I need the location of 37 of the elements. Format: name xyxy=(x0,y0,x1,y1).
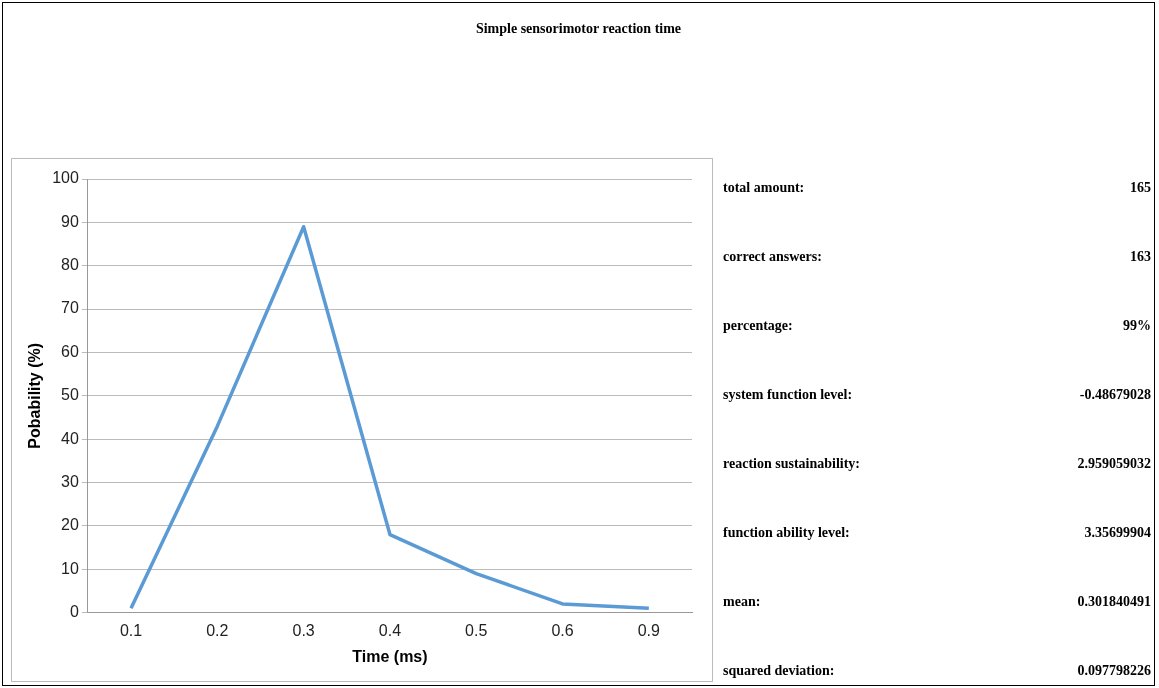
y-tick-label: 0 xyxy=(69,603,79,621)
text: 0.301840491 xyxy=(1077,593,1151,611)
y-axis-title: Pobability (%) xyxy=(26,342,44,449)
text: 0.097798226 xyxy=(1077,662,1151,680)
y-tick-label: 100 xyxy=(52,169,79,187)
text: 163 xyxy=(1130,248,1151,266)
y-tick-label: 90 xyxy=(61,212,79,230)
chart-title: Simple sensorimotor reaction time xyxy=(474,21,683,37)
x-tick-label: 0.3 xyxy=(292,621,315,639)
text: percentage: xyxy=(723,317,793,335)
y-tick-label: 80 xyxy=(61,256,79,274)
x-tick-label: 0.9 xyxy=(637,621,661,639)
x-tick-label: 0.6 xyxy=(551,621,574,639)
text: total amount: xyxy=(723,179,805,197)
y-tick-label: 70 xyxy=(61,299,79,317)
text: 165 xyxy=(1130,179,1151,197)
y-tick-label: 60 xyxy=(61,342,79,360)
x-tick-label: 0.2 xyxy=(206,621,229,639)
x-tick-label: 0.5 xyxy=(465,621,488,639)
y-tick-label: 40 xyxy=(61,429,79,447)
text: system function level: xyxy=(723,386,853,404)
text: correct answers: xyxy=(723,248,822,266)
text: 2.959059032 xyxy=(1077,455,1151,473)
y-tick-label: 10 xyxy=(61,559,79,577)
y-tick-label: 50 xyxy=(61,386,79,404)
text: 99% xyxy=(1123,317,1151,335)
text: reaction sustainability: xyxy=(723,455,861,473)
text: -0.48679028 xyxy=(1079,386,1151,404)
text: function ability level: xyxy=(723,524,850,542)
text: squared deviation: xyxy=(723,662,835,680)
y-tick-label: 20 xyxy=(61,516,79,534)
x-tick-label: 0.1 xyxy=(119,621,143,639)
x-tick-label: 0.4 xyxy=(378,621,402,639)
text: mean: xyxy=(723,593,761,611)
y-tick-label: 30 xyxy=(61,472,79,490)
x-axis-title: Time (ms) xyxy=(352,647,428,665)
text: 3.35699904 xyxy=(1084,524,1151,542)
